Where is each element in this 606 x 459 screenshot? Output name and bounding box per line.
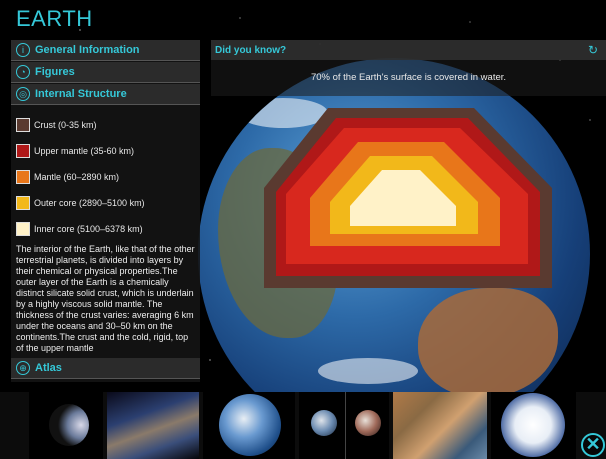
sidebar-item-figures[interactable]: ◔ Figures bbox=[11, 62, 200, 83]
inner-core-layer bbox=[350, 170, 456, 226]
legend-label: Mantle (60–2890 km) bbox=[34, 172, 120, 182]
legend-label: Inner core (5100–6378 km) bbox=[34, 224, 143, 234]
legend-label: Upper mantle (35-60 km) bbox=[34, 146, 135, 156]
sidebar-item-label: Internal Structure bbox=[35, 88, 127, 100]
legend-label: Outer core (2890–5100 km) bbox=[34, 198, 145, 208]
did-you-know-header: Did you know? ↻ bbox=[211, 40, 606, 60]
cutaway-layers bbox=[264, 108, 552, 288]
outer-core-swatch bbox=[16, 196, 30, 210]
sidebar-item-general-information[interactable]: i General Information bbox=[11, 40, 200, 61]
figures-icon: ◔ bbox=[16, 65, 30, 79]
earth-image-right bbox=[355, 410, 381, 436]
sidebar-item-label: Atlas bbox=[35, 362, 62, 374]
info-icon: i bbox=[16, 43, 30, 57]
close-icon[interactable]: ✕ bbox=[581, 433, 605, 457]
legend-item-outer-core: Outer core (2890–5100 km) bbox=[16, 194, 196, 212]
sidebar-item-atlas[interactable]: ⊕ Atlas bbox=[11, 358, 200, 379]
thumb-earth-pair[interactable] bbox=[299, 392, 389, 459]
thumb-earth-antarctica[interactable] bbox=[491, 392, 576, 459]
sidebar-item-label: General Information bbox=[35, 44, 140, 56]
antarctica-earth-image bbox=[501, 393, 565, 457]
fact-text: 70% of the Earth's surface is covered in… bbox=[310, 72, 507, 83]
crescent-earth-image bbox=[49, 404, 89, 446]
legend-item-upper-mantle: Upper mantle (35-60 km) bbox=[16, 142, 196, 160]
layers-icon: ◎ bbox=[16, 87, 30, 101]
inner-core-swatch bbox=[16, 222, 30, 236]
thumb-earth-horizon[interactable] bbox=[107, 392, 199, 459]
cloud-shape bbox=[238, 98, 328, 128]
legend-item-mantle: Mantle (60–2890 km) bbox=[16, 168, 196, 186]
refresh-icon[interactable]: ↻ bbox=[587, 43, 599, 57]
upper-mantle-swatch bbox=[16, 144, 30, 158]
legend-item-crust: Crust (0-35 km) bbox=[16, 116, 196, 134]
thumb-earth-full[interactable] bbox=[203, 392, 295, 459]
crust-swatch bbox=[16, 118, 30, 132]
thumb-earth-satellite-terrain[interactable] bbox=[393, 392, 487, 459]
earth-image-left bbox=[311, 410, 337, 436]
earth-globe[interactable] bbox=[198, 58, 590, 450]
description-text[interactable]: The interior of the Earth, like that of … bbox=[16, 244, 195, 353]
full-earth-image bbox=[219, 394, 281, 456]
sidebar-item-label: Figures bbox=[35, 66, 75, 78]
cloud-shape bbox=[318, 358, 418, 384]
pair-divider bbox=[345, 392, 346, 459]
legend-item-inner-core: Inner core (5100–6378 km) bbox=[16, 220, 196, 238]
thumb-earth-crescent[interactable] bbox=[29, 392, 103, 459]
legend-label: Crust (0-35 km) bbox=[34, 120, 97, 130]
did-you-know-title: Did you know? bbox=[215, 44, 287, 56]
sidebar-item-internal-structure[interactable]: ◎ Internal Structure bbox=[11, 84, 200, 105]
globe-icon: ⊕ bbox=[16, 361, 30, 375]
mantle-swatch bbox=[16, 170, 30, 184]
fact-background bbox=[211, 60, 606, 96]
continent-shape bbox=[418, 288, 558, 398]
page-title: EARTH bbox=[16, 6, 93, 31]
